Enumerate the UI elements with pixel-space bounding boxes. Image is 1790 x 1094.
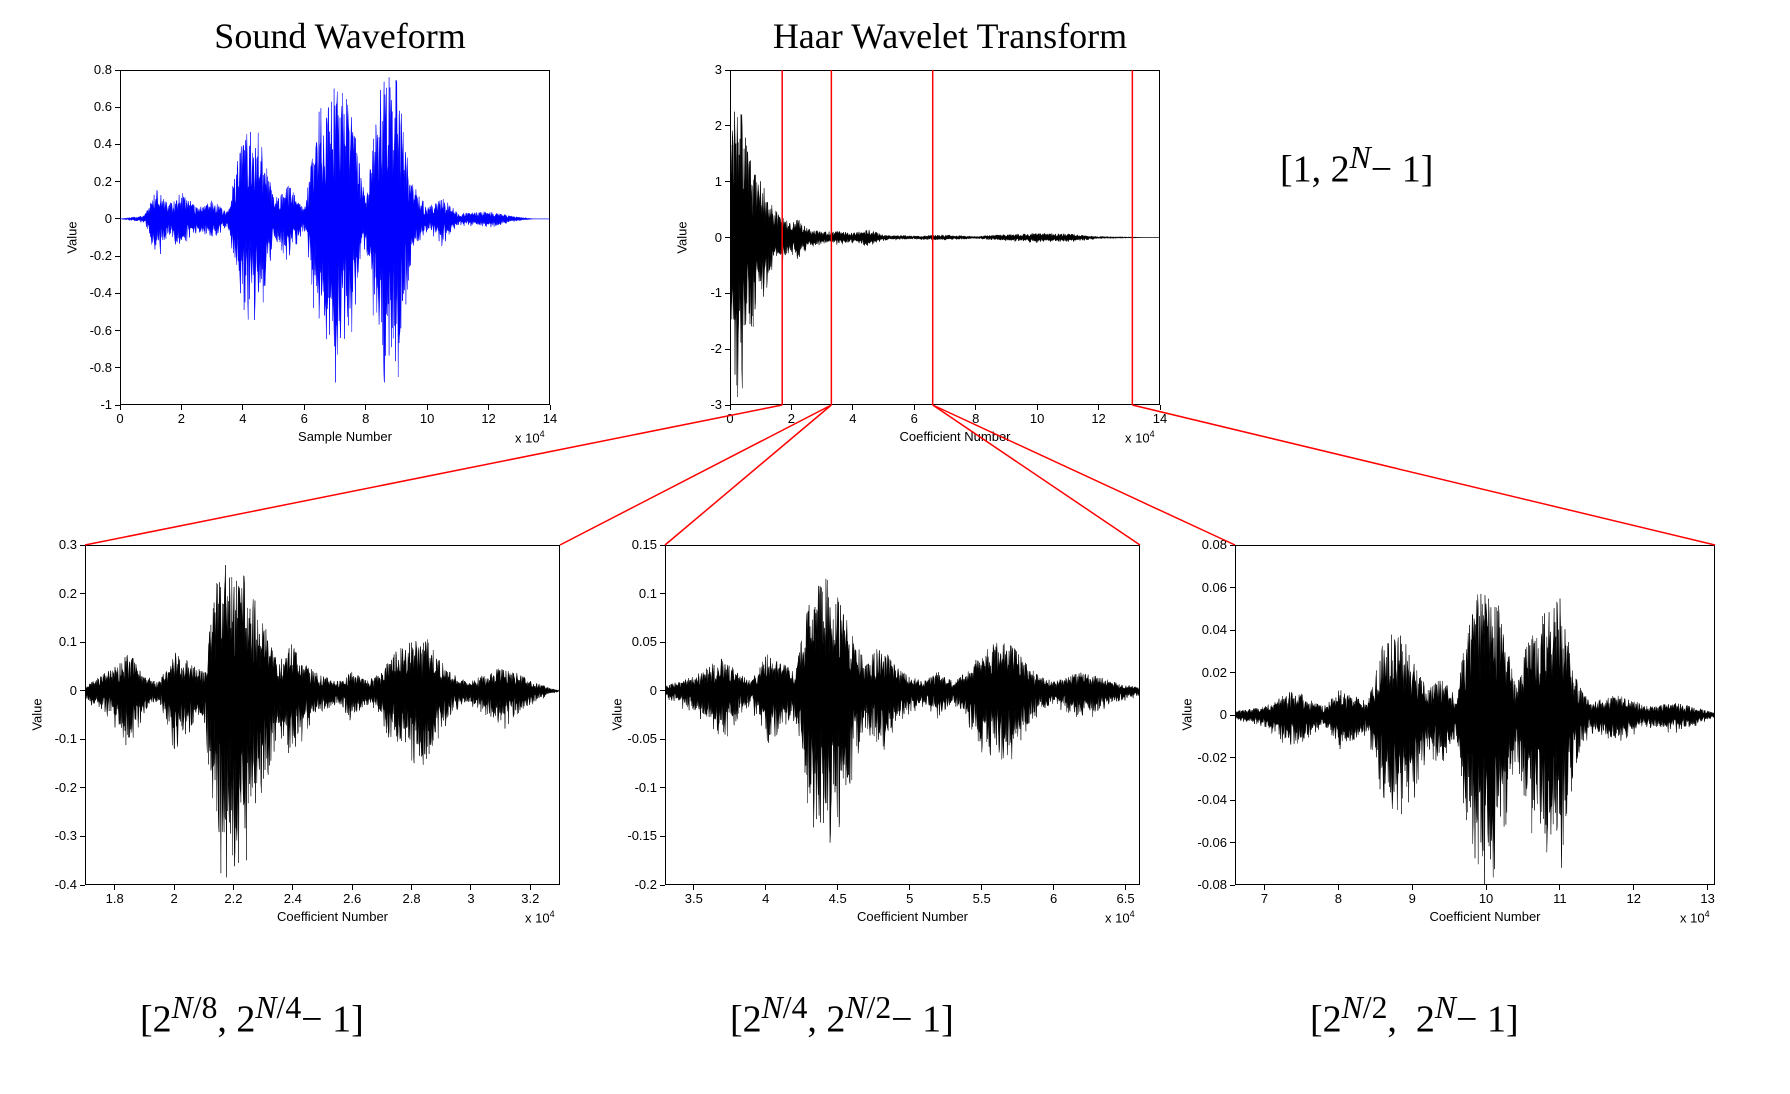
math-label-top: [1, 2N− 1] [1280, 140, 1433, 192]
haar-title: Haar Wavelet Transform [680, 15, 1220, 57]
waveform-chart: 02468101214-1-0.8-0.6-0.4-0.200.20.40.60… [120, 70, 550, 405]
haar-chart: 02468101214-3-2-10123ValueCoefficient Nu… [730, 70, 1160, 405]
waveform-title: Sound Waveform [160, 15, 520, 57]
math-label-d2: [2N/4, 2N/2− 1] [730, 990, 954, 1042]
math-label-d1: [2N/8, 2N/4− 1] [140, 990, 364, 1042]
detail1-chart: 1.822.22.42.62.833.2-0.4-0.3-0.2-0.100.1… [85, 545, 560, 885]
math-label-d3: [2N/2, 2N− 1] [1310, 990, 1519, 1042]
detail3-chart: 78910111213-0.08-0.06-0.04-0.0200.020.04… [1235, 545, 1715, 885]
detail2-chart: 3.544.555.566.5-0.2-0.15-0.1-0.0500.050.… [665, 545, 1140, 885]
